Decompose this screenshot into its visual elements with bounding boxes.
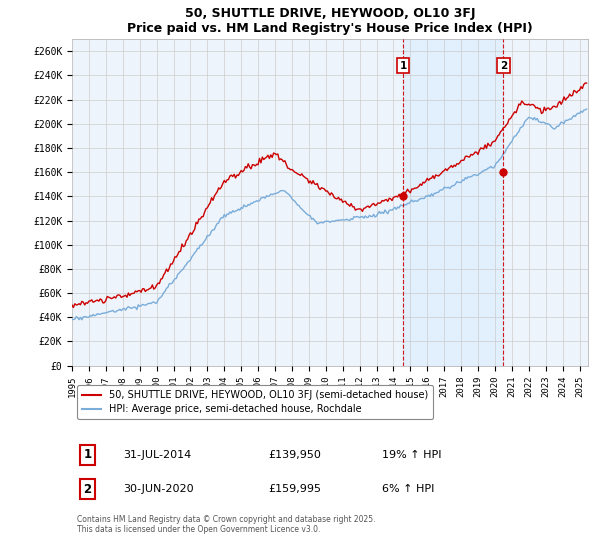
Text: Contains HM Land Registry data © Crown copyright and database right 2025.
This d: Contains HM Land Registry data © Crown c… bbox=[77, 515, 376, 534]
Text: £139,950: £139,950 bbox=[268, 450, 321, 460]
Text: £159,995: £159,995 bbox=[268, 484, 321, 494]
Text: 30-JUN-2020: 30-JUN-2020 bbox=[124, 484, 194, 494]
Bar bbox=[403, 39, 503, 366]
Text: 1: 1 bbox=[83, 448, 92, 461]
Text: 2: 2 bbox=[500, 61, 507, 71]
Title: 50, SHUTTLE DRIVE, HEYWOOD, OL10 3FJ
Price paid vs. HM Land Registry's House Pri: 50, SHUTTLE DRIVE, HEYWOOD, OL10 3FJ Pri… bbox=[127, 7, 533, 35]
Text: 6% ↑ HPI: 6% ↑ HPI bbox=[382, 484, 434, 494]
Text: 2: 2 bbox=[83, 483, 92, 496]
Text: 31-JUL-2014: 31-JUL-2014 bbox=[124, 450, 192, 460]
Legend: 50, SHUTTLE DRIVE, HEYWOOD, OL10 3FJ (semi-detached house), HPI: Average price, : 50, SHUTTLE DRIVE, HEYWOOD, OL10 3FJ (se… bbox=[77, 385, 433, 419]
Text: 1: 1 bbox=[400, 61, 407, 71]
Text: 19% ↑ HPI: 19% ↑ HPI bbox=[382, 450, 441, 460]
